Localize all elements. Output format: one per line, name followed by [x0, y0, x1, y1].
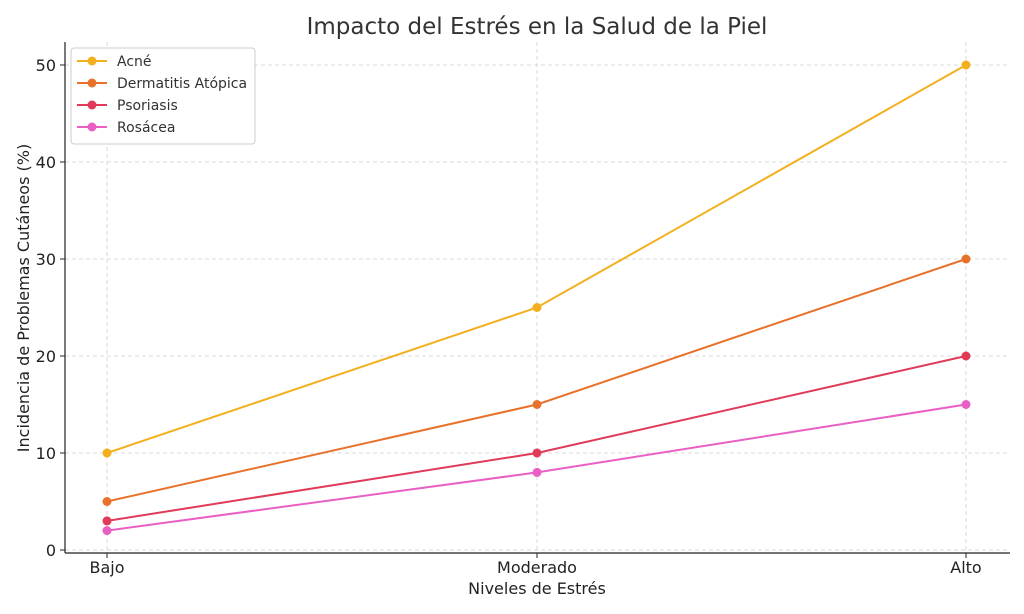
x-tick-label: Bajo: [89, 558, 124, 577]
legend-marker: [87, 56, 97, 66]
y-axis-label: Incidencia de Problemas Cutáneos (%): [14, 144, 33, 452]
legend-item: Acné: [77, 54, 152, 70]
data-point: [532, 467, 542, 477]
y-tick-label: 30: [36, 250, 56, 269]
x-axis-label: Niveles de Estrés: [468, 579, 606, 598]
series-line: [106, 355, 967, 522]
y-tick-label: 0: [46, 541, 56, 560]
data-point: [961, 60, 971, 70]
series-line: [106, 403, 967, 532]
series-line: [106, 258, 967, 503]
series-2: [102, 254, 971, 506]
legend-label: Psoriasis: [117, 98, 178, 114]
legend-marker: [87, 100, 97, 110]
legend-item: Rosácea: [77, 120, 175, 136]
data-point: [102, 497, 112, 506]
legend-marker: [87, 78, 97, 88]
legend-item: Dermatitis Atópica: [77, 76, 247, 92]
series: [102, 60, 971, 536]
data-point: [532, 303, 542, 312]
y-tick-label: 40: [36, 153, 56, 172]
y-tick-label: 50: [36, 56, 56, 75]
legend-label: Acné: [117, 54, 152, 70]
series-1: [102, 60, 971, 458]
ticks: 0 10 20 30 40 50 Bajo Moderado Alto: [36, 56, 982, 577]
legend-item: Psoriasis: [77, 98, 178, 114]
series-4: [102, 400, 971, 536]
data-point: [961, 351, 971, 361]
data-point: [102, 526, 112, 536]
data-point: [532, 400, 542, 409]
x-tick-label: Alto: [950, 558, 981, 577]
y-tick-label: 10: [36, 444, 56, 463]
y-tick-label: 20: [36, 347, 56, 366]
data-point: [961, 400, 971, 409]
x-tick-label: Moderado: [497, 558, 577, 577]
data-point: [102, 448, 112, 458]
data-point: [102, 516, 112, 526]
data-point: [961, 254, 971, 264]
legend-label: Dermatitis Atópica: [117, 76, 247, 92]
chart-title: Impacto del Estrés en la Salud de la Pie…: [307, 14, 768, 40]
series-3: [102, 351, 971, 526]
legend-label: Rosácea: [117, 120, 175, 136]
data-point: [532, 448, 542, 458]
legend-marker: [87, 122, 97, 132]
legend-box: [70, 47, 256, 145]
legend: Acné Dermatitis Atópica Psoriasis Rosácea: [70, 47, 256, 145]
